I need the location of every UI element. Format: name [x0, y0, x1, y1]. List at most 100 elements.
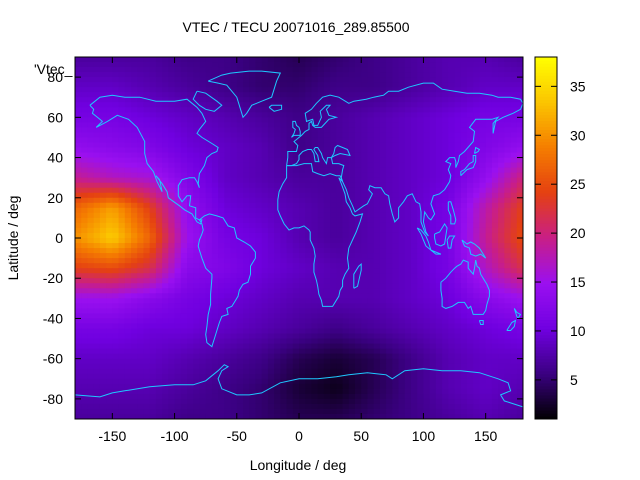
heat-cell [280, 288, 288, 294]
heat-cell [323, 383, 331, 390]
heat-cell [460, 222, 468, 229]
heat-cell [435, 383, 443, 390]
heat-cell [149, 298, 157, 304]
heat-cell [292, 212, 300, 219]
heat-cell [193, 303, 201, 309]
heat-cell [174, 172, 182, 179]
heat-cell [404, 268, 412, 274]
heat-cell [193, 107, 201, 113]
heat-cell [143, 122, 151, 128]
heat-cell [392, 192, 400, 199]
heat-cell [249, 127, 257, 134]
heat-cell [131, 368, 138, 375]
heat-cell [218, 393, 225, 400]
heat-cell [87, 363, 95, 370]
heat-cell [137, 142, 145, 149]
heat-cell [504, 343, 512, 350]
heat-cell [261, 348, 269, 355]
heat-cell [118, 227, 126, 234]
heat-cell [280, 82, 288, 88]
heat-cell [255, 373, 263, 380]
heat-cell [280, 147, 288, 154]
heat-cell [236, 67, 244, 73]
heat-cell [379, 232, 387, 239]
heat-cell [485, 353, 493, 360]
heat-cell [442, 303, 449, 309]
heat-cell [417, 147, 425, 154]
heat-cell [491, 398, 499, 405]
heat-cell [311, 62, 319, 68]
heat-cell [373, 152, 381, 159]
heat-cell [305, 303, 313, 309]
heat-cell [305, 328, 313, 335]
heat-cell [75, 393, 82, 400]
heat-cell [491, 162, 499, 169]
heat-cell [261, 92, 269, 98]
heat-cell [386, 333, 393, 340]
heat-cell [454, 358, 462, 365]
heat-cell [274, 368, 281, 375]
heat-cell [261, 227, 269, 234]
heat-cell [448, 172, 456, 179]
heat-cell [292, 318, 300, 325]
heat-cell [286, 142, 294, 149]
heat-cell [243, 77, 250, 83]
heat-cell [411, 177, 418, 184]
heat-cell [118, 187, 126, 194]
heat-cell [249, 253, 257, 259]
heat-cell [386, 97, 393, 103]
heat-cell [193, 227, 201, 234]
heat-cell [323, 363, 331, 370]
heat-cell [280, 393, 288, 400]
heat-cell [230, 303, 238, 309]
heat-cell [323, 298, 331, 304]
heat-cell [491, 177, 499, 184]
heat-cell [373, 298, 381, 304]
heat-cell [106, 197, 113, 204]
heat-cell [510, 192, 518, 199]
heat-cell [118, 207, 126, 214]
heat-cell [373, 303, 381, 309]
heat-cell [255, 112, 263, 118]
heat-cell [454, 268, 462, 274]
heat-cell [473, 318, 481, 325]
heat-cell [454, 283, 462, 289]
heat-cell [435, 323, 443, 330]
heat-cell [112, 187, 120, 194]
heat-cell [162, 72, 169, 78]
heat-cell [330, 328, 337, 335]
heat-cell [454, 102, 462, 108]
heat-cell [510, 132, 518, 139]
heat-cell [162, 157, 169, 164]
heat-cell [137, 363, 145, 370]
heat-cell [330, 373, 337, 380]
heat-cell [317, 293, 325, 299]
heat-cell [460, 253, 468, 259]
heat-cell [81, 142, 89, 149]
heat-cell [510, 343, 518, 350]
heat-cell [460, 212, 468, 219]
heat-cell [454, 142, 462, 149]
heat-cell [299, 217, 306, 224]
heat-cell [155, 87, 163, 93]
heat-cell [510, 207, 518, 214]
heat-cell [249, 117, 257, 123]
heat-cell [442, 328, 449, 335]
heat-cell [243, 157, 250, 164]
heat-cell [485, 222, 493, 229]
heat-cell [491, 358, 499, 365]
heat-cell [411, 152, 418, 159]
heat-cell [81, 97, 89, 103]
heat-cell [162, 117, 169, 123]
heat-cell [491, 202, 499, 209]
heat-cell [398, 243, 406, 249]
heat-cell [454, 303, 462, 309]
heat-cell [137, 227, 145, 234]
heat-cell [423, 238, 431, 244]
heat-cell [460, 298, 468, 304]
heat-cell [467, 147, 474, 154]
heat-cell [429, 298, 437, 304]
heat-cell [143, 298, 151, 304]
heat-cell [367, 278, 375, 284]
heat-cell [504, 238, 512, 244]
